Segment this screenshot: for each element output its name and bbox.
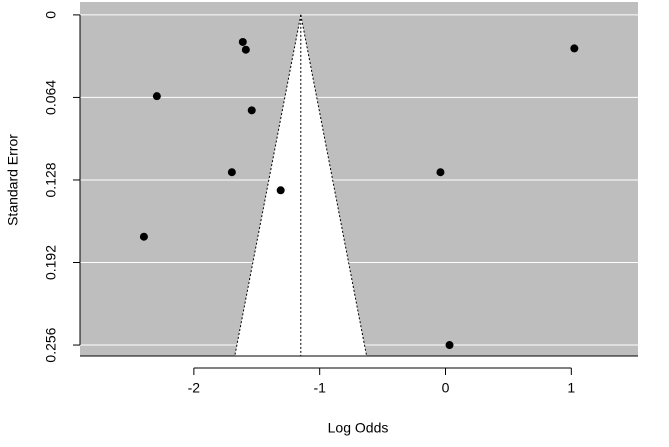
plot-background bbox=[80, 2, 638, 356]
y-tick-label: 0.256 bbox=[43, 327, 59, 362]
x-tick-label: 1 bbox=[567, 380, 575, 396]
y-tick-label: 0.128 bbox=[43, 162, 59, 197]
study-point bbox=[276, 186, 285, 195]
study-point bbox=[152, 92, 161, 101]
funnel-edge bbox=[234, 14, 302, 357]
study-point bbox=[436, 168, 445, 177]
y-tick-label: 0.064 bbox=[43, 80, 59, 115]
x-tick-label: -2 bbox=[188, 380, 201, 396]
study-point bbox=[227, 168, 236, 177]
x-axis-label: Log Odds bbox=[328, 420, 389, 436]
study-point bbox=[570, 44, 579, 53]
x-tick-label: 0 bbox=[442, 380, 450, 396]
study-point bbox=[241, 45, 250, 54]
y-axis-label: Standard Error bbox=[5, 134, 21, 226]
x-tick-label: -1 bbox=[313, 380, 326, 396]
y-tick-label: 0.192 bbox=[43, 245, 59, 280]
y-tick-label: 0 bbox=[43, 11, 59, 19]
study-point bbox=[238, 37, 247, 46]
study-point bbox=[247, 106, 256, 115]
funnel-edge bbox=[300, 14, 368, 357]
funnel bbox=[234, 14, 367, 356]
study-point bbox=[139, 232, 148, 241]
study-point bbox=[445, 341, 454, 350]
